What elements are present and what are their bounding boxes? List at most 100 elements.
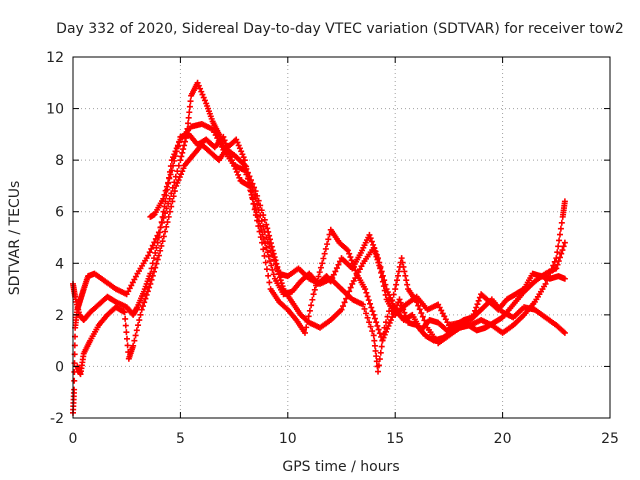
- data-point: [276, 274, 283, 281]
- data-point: [135, 322, 142, 329]
- data-point: [132, 332, 139, 339]
- x-tick-label: 20: [494, 431, 512, 447]
- data-point: [363, 289, 370, 296]
- y-tick-label: 10: [46, 102, 64, 118]
- data-point: [382, 281, 389, 288]
- data-point: [238, 148, 245, 155]
- data-point: [255, 197, 262, 204]
- data-point: [160, 195, 167, 202]
- data-point: [419, 313, 426, 320]
- data-point: [169, 184, 176, 191]
- series-track-c: [74, 136, 568, 378]
- data-point: [170, 162, 177, 169]
- data-point: [341, 299, 348, 306]
- data-point: [227, 153, 234, 160]
- data-point: [222, 140, 229, 147]
- data-point: [185, 114, 192, 121]
- data-point: [265, 272, 272, 279]
- data-point: [373, 353, 380, 360]
- data-point: [155, 234, 162, 241]
- data-point: [402, 272, 409, 279]
- data-point: [399, 259, 406, 266]
- data-point: [561, 275, 568, 282]
- data-point: [257, 222, 264, 229]
- data-point: [316, 269, 323, 276]
- data-point: [236, 145, 243, 152]
- y-tick-label: 0: [55, 359, 64, 375]
- data-point: [262, 259, 269, 266]
- x-tick-label: 5: [176, 431, 185, 447]
- data-point: [160, 233, 167, 240]
- data-point: [305, 313, 312, 320]
- data-point: [224, 143, 231, 150]
- data-point: [364, 314, 371, 321]
- data-point: [163, 183, 170, 190]
- data-point: [319, 260, 326, 267]
- data-point: [249, 196, 256, 203]
- data-point: [369, 308, 376, 315]
- data-point: [554, 249, 561, 256]
- data-point: [164, 219, 171, 226]
- chart-title: Day 332 of 2020, Sidereal Day-to-day VTE…: [56, 21, 624, 37]
- data-point: [153, 244, 160, 251]
- data-point: [367, 235, 374, 242]
- data-point: [370, 332, 377, 339]
- data-point: [170, 193, 177, 200]
- y-tick-label: 6: [55, 205, 64, 221]
- data-point: [258, 227, 265, 234]
- data-point: [154, 256, 161, 263]
- data-point: [186, 109, 193, 116]
- data-point: [369, 328, 376, 335]
- data-point: [260, 235, 267, 242]
- data-point: [368, 238, 375, 245]
- data-point: [377, 349, 384, 356]
- data-point: [274, 268, 281, 275]
- data-point: [185, 120, 192, 127]
- data-point: [560, 243, 567, 250]
- data-point: [178, 153, 185, 160]
- data-point: [269, 252, 276, 259]
- data-point: [253, 209, 260, 216]
- data-point: [371, 315, 378, 322]
- data-point: [225, 147, 232, 154]
- data-point: [308, 302, 315, 309]
- data-point: [561, 198, 568, 205]
- data-point: [393, 281, 400, 288]
- data-point: [146, 284, 153, 291]
- data-point: [235, 171, 242, 178]
- data-point: [248, 191, 255, 198]
- data-point: [376, 356, 383, 363]
- data-point: [370, 311, 377, 318]
- data-point: [168, 167, 175, 174]
- data-point: [159, 213, 166, 220]
- data-point: [473, 304, 480, 311]
- data-point: [375, 326, 382, 333]
- data-point: [264, 225, 271, 232]
- data-point: [157, 247, 164, 254]
- data-point: [152, 249, 159, 256]
- data-point: [400, 263, 407, 270]
- data-point: [177, 157, 184, 164]
- data-point: [152, 235, 159, 242]
- data-point: [165, 213, 172, 220]
- data-point: [174, 179, 181, 186]
- data-point: [366, 231, 373, 238]
- data-point: [375, 255, 382, 262]
- data-point: [315, 273, 322, 280]
- data-point: [366, 319, 373, 326]
- data-point: [151, 255, 158, 262]
- y-tick-label: 2: [55, 308, 64, 324]
- data-point: [154, 239, 161, 246]
- data-point: [553, 265, 560, 272]
- data-point: [260, 246, 267, 253]
- data-point: [259, 231, 266, 238]
- data-point: [558, 219, 565, 226]
- data-point: [220, 133, 227, 140]
- data-point: [348, 257, 355, 264]
- data-point: [561, 329, 568, 336]
- data-point: [381, 277, 388, 284]
- data-point: [344, 247, 351, 254]
- y-tick-label: 12: [46, 50, 64, 66]
- data-point: [158, 219, 165, 226]
- x-tick-label: 0: [69, 431, 78, 447]
